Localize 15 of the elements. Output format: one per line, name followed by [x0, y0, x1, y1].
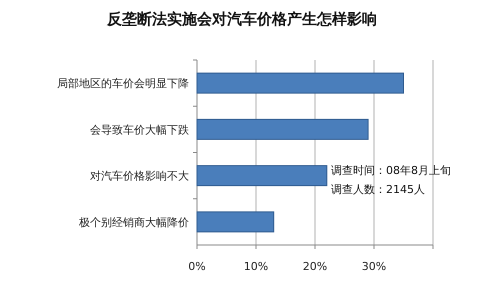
- y-tick-label: 会导致车价大幅下跌: [90, 123, 189, 136]
- bar: [196, 165, 328, 186]
- bar: [196, 118, 369, 140]
- annotation: 调查人数：2145人: [331, 183, 425, 196]
- y-tick-label: 极个别经销商大幅降价: [78, 216, 189, 229]
- bar: [196, 72, 404, 94]
- x-tick-label: 0%: [188, 260, 206, 273]
- x-tick-label: 30%: [362, 260, 386, 273]
- y-tick-label: 局部地区的车价会明显下降: [57, 77, 189, 90]
- x-tick-label: 10%: [244, 260, 268, 273]
- chart-title: 反垄断法实施会对汽车价格产生怎样影响: [106, 10, 377, 28]
- y-tick-label: 对汽车价格影响不大: [90, 170, 189, 183]
- annotation: 调查时间：08年8月上旬: [331, 164, 451, 177]
- bar: [196, 211, 274, 232]
- x-tick-label: 20%: [302, 260, 328, 273]
